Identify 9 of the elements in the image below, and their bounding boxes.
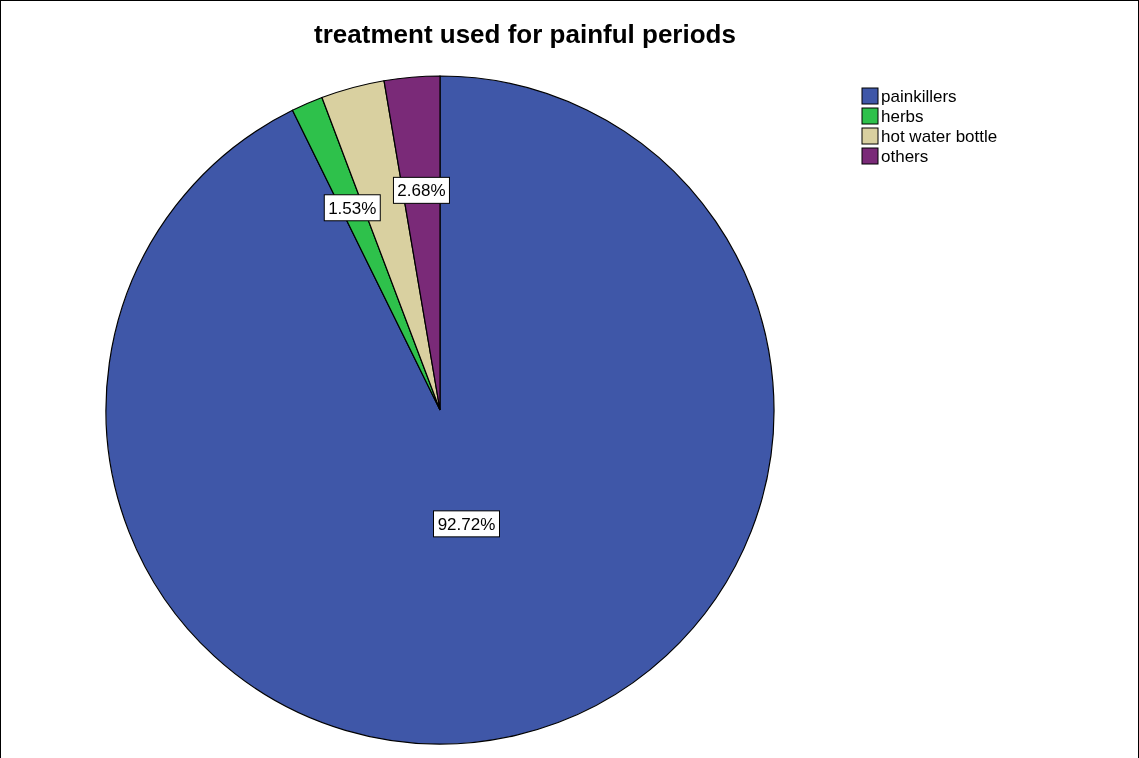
- legend-label: others: [881, 147, 929, 166]
- legend-label: painkillers: [881, 87, 957, 106]
- data-label: 2.68%: [397, 181, 446, 201]
- data-label: 1.53%: [328, 198, 377, 218]
- data-label: 92.72%: [437, 514, 496, 534]
- chart-title: treatment used for painful periods: [314, 19, 736, 49]
- legend-label: hot water bottle: [881, 127, 998, 146]
- pie-slice: [105, 75, 775, 745]
- legend-label: herbs: [881, 107, 924, 126]
